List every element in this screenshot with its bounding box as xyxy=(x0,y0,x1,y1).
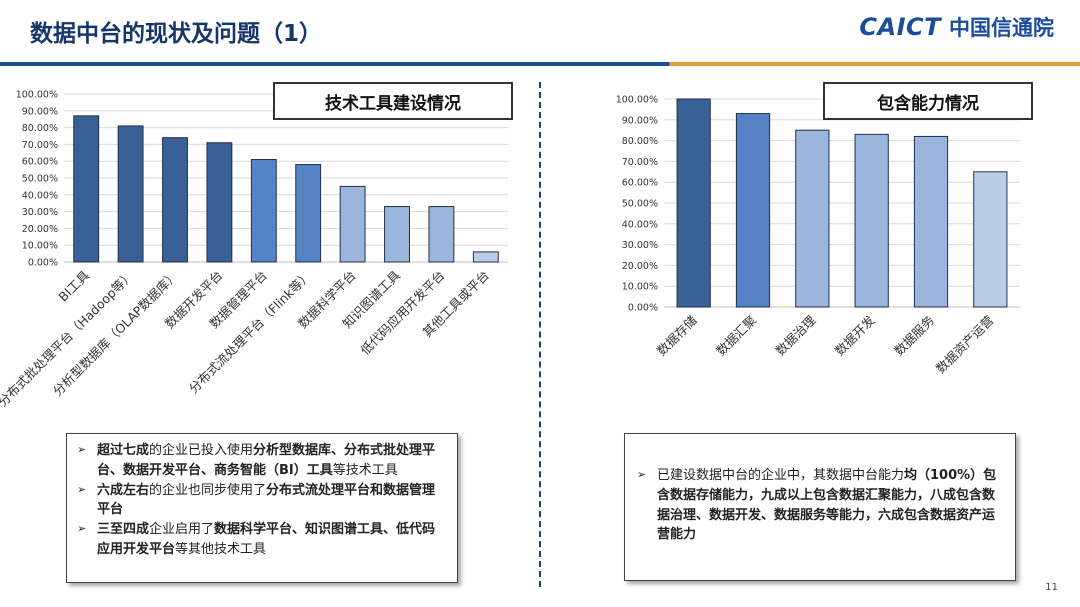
bar xyxy=(162,137,188,263)
y-tick-label: 30.00% xyxy=(22,207,58,218)
y-tick-label: 40.00% xyxy=(622,219,658,230)
bar xyxy=(117,125,144,263)
bullet-text: 已建设数据中台的企业中，其数据中台能力均（100%）包含数据存储能力，九成以上包… xyxy=(657,466,1003,545)
tools-bar-chart: 0.00% 10.00% 20.00% 30.00% 40.00% 50.00% 60.00… xyxy=(0,90,508,409)
x-category-label: 数据存储 xyxy=(654,313,700,359)
bar xyxy=(428,206,455,263)
summary-box-capabilities: ➢ 已建设数据中台的企业中，其数据中台能力均（100%）包含数据存储能力，九成以上… xyxy=(624,433,1016,581)
bar xyxy=(735,113,771,308)
logo-text-cn: 中国信通院 xyxy=(949,16,1054,40)
bar xyxy=(795,129,830,308)
section-divider xyxy=(539,82,541,587)
arrow-bullet-icon: ➢ xyxy=(637,468,647,481)
x-category-label: 数据治理 xyxy=(772,312,818,358)
x-category-label: BI工具 xyxy=(55,267,92,304)
bullet-text: 六成左右的企业也同步使用了分布式流处理平台和数据管理平台 xyxy=(97,481,447,521)
bar xyxy=(250,159,277,263)
bold-text-run: 分布式流处理平台和数据管理平台 xyxy=(97,482,436,518)
y-tick-label: 100.00% xyxy=(616,95,658,106)
bar xyxy=(295,164,322,263)
bullet-item: ➢ 六成左右的企业也同步使用了分布式流处理平台和数据管理平台 xyxy=(77,481,447,521)
text-run: 企业启用了 xyxy=(149,522,215,537)
bullet-item: ➢ 已建设数据中台的企业中，其数据中台能力均（100%）包含数据存储能力，九成以上… xyxy=(637,466,1003,545)
bullet-text: 超过七成的企业已投入使用分析型数据库、分布式批处理平台、数据开发平台、商务智能（… xyxy=(97,441,447,481)
x-category-label: 数据开发 xyxy=(832,312,878,358)
capabilities-bar-chart: 0.00% 10.00% 20.00% 30.00% 40.00% 50.00% 60.00… xyxy=(616,95,1020,377)
bar xyxy=(913,135,949,308)
text-run: 的企业已投入使用 xyxy=(149,443,254,458)
text-run: 等技术工具 xyxy=(332,462,398,478)
x-category-label: 数据汇聚 xyxy=(713,312,759,358)
text-run: 的企业也同步使用了 xyxy=(149,482,267,498)
x-category-label: 数据服务 xyxy=(891,313,937,359)
bold-text-run: 超过七成 xyxy=(97,443,150,458)
arrow-bullet-icon: ➢ xyxy=(77,482,87,496)
page-number: 11 xyxy=(1045,582,1058,593)
bullet-item: ➢ 超过七成的企业已投入使用分析型数据库、分布式批处理平台、数据开发平台、商务智能… xyxy=(77,441,447,481)
y-tick-label: 80.00% xyxy=(622,136,658,147)
y-tick-label: 80.00% xyxy=(22,123,58,134)
bold-text-run: 三至四成 xyxy=(97,522,150,537)
bar xyxy=(206,142,233,263)
y-tick-label: 20.00% xyxy=(622,261,658,272)
bar xyxy=(676,98,711,308)
y-tick-label: 70.00% xyxy=(22,140,58,151)
arrow-bullet-icon: ➢ xyxy=(77,443,87,456)
y-tick-label: 30.00% xyxy=(622,240,658,251)
bullet-item: ➢ 三至四成企业启用了数据科学平台、知识图谱工具、低代码应用开发平台等其他技术工具 xyxy=(77,520,447,560)
bar xyxy=(384,206,410,263)
bullet-text: 三至四成企业启用了数据科学平台、知识图谱工具、低代码应用开发平台等其他技术工具 xyxy=(97,520,447,560)
arrow-bullet-icon: ➢ xyxy=(77,522,87,535)
header-rule xyxy=(0,62,1080,66)
x-category-label: 低代码应用开发平台 xyxy=(357,268,447,358)
text-run: 已建设数据中台的企业中，其数据中台能力 xyxy=(657,468,905,483)
text-run: 等其他技术工具 xyxy=(175,541,267,557)
x-category-label: 数据资产运营 xyxy=(933,313,997,377)
summary-box-tools: ➢ 超过七成的企业已投入使用分析型数据库、分布式批处理平台、数据开发平台、商务智能… xyxy=(66,433,458,583)
y-tick-label: 100.00% xyxy=(16,90,58,101)
caict-logo: CAICT 中国信通院 xyxy=(859,12,1054,42)
bar xyxy=(339,185,366,263)
chart-title-tools: 技术工具建设情况 xyxy=(273,82,513,120)
page-title: 数据中台的现状及问题（1） xyxy=(30,21,323,47)
y-tick-label: 50.00% xyxy=(22,174,58,185)
y-tick-label: 60.00% xyxy=(22,157,58,168)
bar xyxy=(472,251,499,263)
y-tick-label: 90.00% xyxy=(622,115,658,126)
bold-text-run: 六成左右 xyxy=(97,482,150,498)
y-tick-label: 60.00% xyxy=(622,178,658,189)
y-tick-label: 50.00% xyxy=(622,199,658,210)
bar xyxy=(973,171,1008,308)
bold-text-run: 分析型数据库、分布式批处理平台、数据开发平台、商务智能（BI）工具 xyxy=(97,443,436,478)
y-tick-label: 0.00% xyxy=(28,258,58,269)
bold-text-run: 均（100%）包含数据存储能力，九成以上包含数据汇聚能力，八成包含数据治理、数据… xyxy=(657,468,997,543)
bar xyxy=(854,133,889,308)
logo-text-en: CAICT xyxy=(859,13,941,41)
y-tick-label: 20.00% xyxy=(22,224,58,235)
y-tick-label: 0.00% xyxy=(628,303,658,314)
y-tick-label: 10.00% xyxy=(22,241,58,252)
y-tick-label: 40.00% xyxy=(22,190,58,201)
y-tick-label: 70.00% xyxy=(622,157,658,168)
bar xyxy=(73,115,100,263)
y-tick-label: 90.00% xyxy=(22,106,58,117)
y-tick-label: 10.00% xyxy=(622,282,658,293)
chart-title-capabilities: 包含能力情况 xyxy=(823,82,1033,120)
bold-text-run: 数据科学平台、知识图谱工具、低代码应用开发平台 xyxy=(97,522,436,557)
